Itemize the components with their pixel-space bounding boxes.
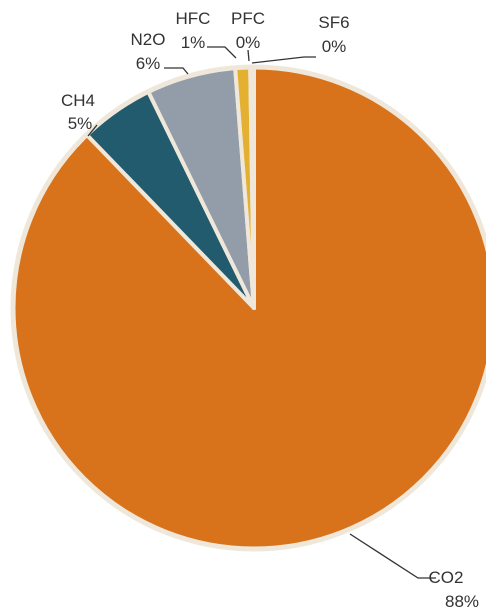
slice-percent-pfc: 0% xyxy=(236,33,261,52)
slice-label-sf6: SF6 xyxy=(318,13,349,32)
leader-line-sf6 xyxy=(251,56,316,64)
slice-label-co2: CO2 xyxy=(429,568,464,587)
pie-rim xyxy=(10,64,486,552)
pie-labels: CO2 88% CH4 5% N2O 6% HFC 1% PFC 0% SF6 0% xyxy=(61,9,479,610)
slice-percent-hfc: 1% xyxy=(181,33,206,52)
slice-label-pfc: PFC xyxy=(231,9,265,28)
slice-label-ch4: CH4 xyxy=(61,91,95,110)
leader-line-hfc xyxy=(207,46,237,59)
slice-label-n2o: N2O xyxy=(131,30,166,49)
slice-percent-sf6: 0% xyxy=(322,37,347,56)
pie-slice-sf6 xyxy=(250,65,256,310)
slice-percent-co2: 88% xyxy=(445,592,479,610)
leader-line-pfc xyxy=(247,49,250,62)
leader-line-ch4 xyxy=(87,124,98,137)
leader-line-n2o xyxy=(164,67,189,75)
slice-percent-ch4: 5% xyxy=(68,114,93,133)
slice-label-hfc: HFC xyxy=(176,9,211,28)
slice-percent-n2o: 6% xyxy=(136,54,161,73)
leader-line-co2 xyxy=(349,533,436,579)
